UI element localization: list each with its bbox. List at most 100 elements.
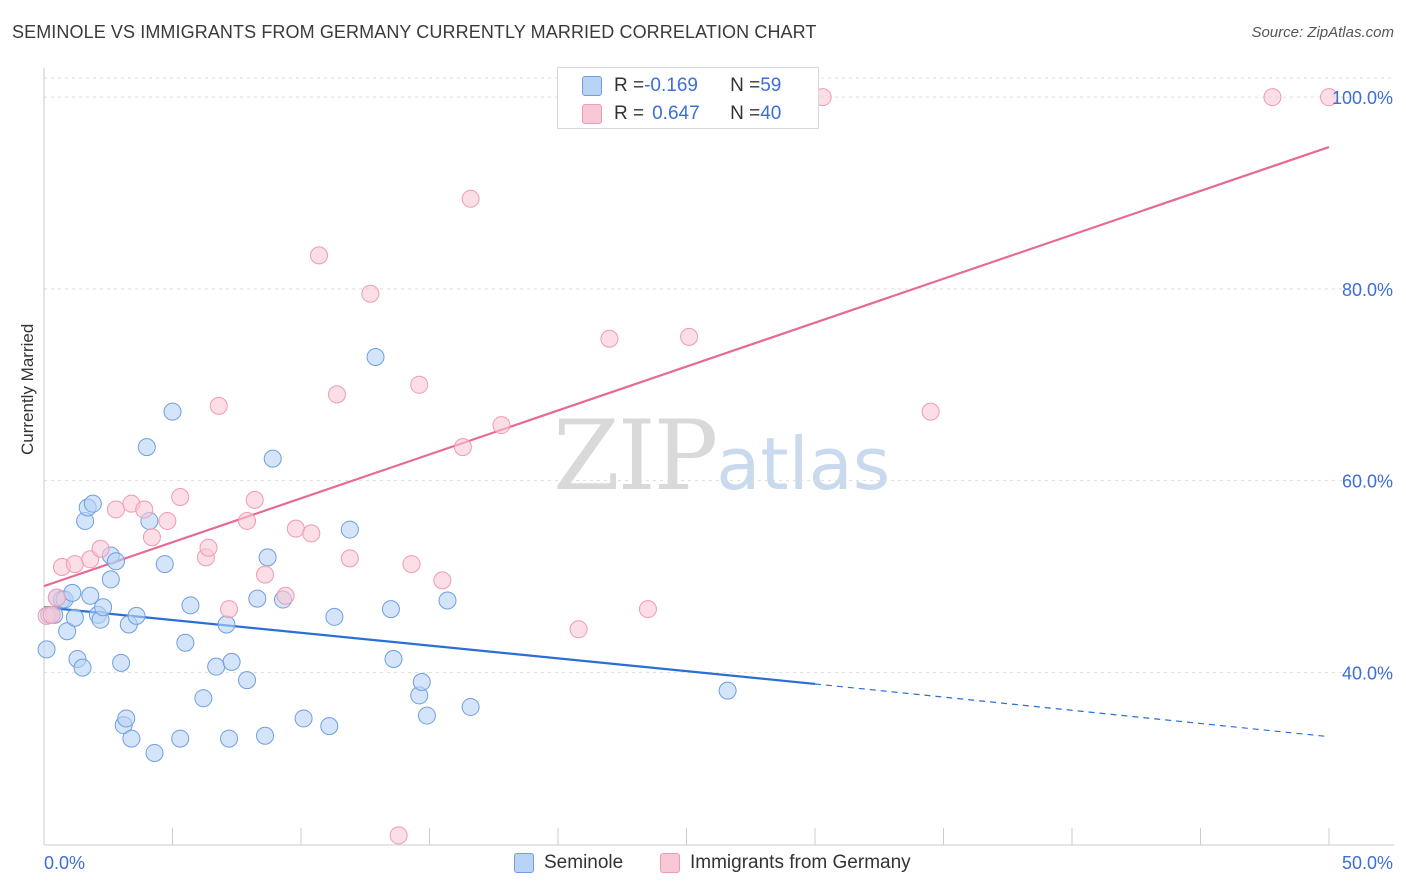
seminole-point [112, 653, 131, 672]
seminole-point [181, 596, 200, 615]
trend-lines [43, 145, 1330, 738]
watermark: ZIPatlas [553, 400, 890, 512]
germany-point [91, 539, 110, 558]
stats-row-seminole: R = -0.169 N = 59 [582, 72, 781, 100]
x-tick-label-max: 50.0% [1342, 853, 1393, 873]
gridlines [44, 77, 1394, 673]
axes [43, 68, 1394, 846]
seminole-point [384, 650, 403, 669]
germany-point [42, 605, 61, 624]
germany-r-value: 0.647 [652, 103, 700, 124]
seminole-point [718, 681, 737, 700]
seminole-point [263, 449, 282, 468]
germany-point [402, 555, 421, 574]
germany-point [340, 549, 359, 568]
seminole-trend-line [43, 606, 816, 686]
germany-point [461, 189, 480, 208]
y-tick-label: 60.0% [1342, 472, 1393, 492]
germany-point [276, 586, 295, 605]
seminole-point [461, 697, 480, 716]
y-tick-label: 40.0% [1342, 663, 1393, 683]
germany-point [433, 571, 452, 590]
germany-point [302, 524, 321, 543]
germany-point [171, 487, 190, 506]
germany-point [1320, 88, 1338, 107]
germany-point [569, 620, 588, 639]
seminole-point [417, 706, 436, 725]
germany-point [921, 402, 940, 421]
germany-point [680, 327, 699, 346]
seminole-point [94, 598, 113, 617]
germany-swatch [582, 104, 602, 124]
seminole-point [320, 717, 339, 736]
germany-r-label: R = [614, 103, 645, 124]
germany-n-value: 40 [760, 103, 782, 124]
germany-point [135, 500, 154, 519]
germany-point [65, 555, 84, 574]
germany-point [106, 500, 125, 519]
legend-item-germany[interactable]: Immigrants from Germany [660, 852, 911, 874]
germany-point [638, 600, 657, 619]
germany-point [309, 246, 328, 265]
germany-point [361, 284, 380, 303]
seminole-point [176, 633, 195, 652]
germany-point [256, 565, 275, 584]
seminole-point [248, 589, 267, 608]
seminole-point [258, 548, 277, 567]
germany-point [238, 511, 257, 530]
seminole-point [58, 622, 77, 641]
germany-point [209, 396, 228, 415]
seminole-swatch [582, 76, 602, 96]
x-tick-label-min: 0.0% [44, 853, 85, 873]
germany-point [142, 528, 161, 547]
germany-n-label: N = [730, 103, 761, 124]
germany-point [220, 600, 239, 619]
seminole-point [137, 438, 156, 457]
germany-trend-line [43, 145, 1330, 588]
seminole-point [83, 494, 102, 513]
legend-label-germany: Immigrants from Germany [690, 852, 911, 873]
seminole-point [207, 657, 226, 676]
seminole-trend-extension [814, 683, 1330, 738]
seminole-point [101, 570, 120, 589]
seminole-point [412, 673, 431, 692]
stats-legend: R = -0.169 N = 59 R = 0.647 N = 40 [557, 67, 819, 129]
stats-row-germany: R = 0.647 N = 40 [582, 100, 781, 128]
germany-point [389, 826, 408, 845]
chart-title: SEMINOLE VS IMMIGRANTS FROM GERMANY CURR… [12, 22, 817, 42]
seminole-point [381, 600, 400, 619]
y-tick-label: 80.0% [1342, 280, 1393, 300]
germany-point [453, 438, 472, 457]
seminole-point [117, 709, 136, 728]
seminole-point [256, 726, 275, 745]
seminole-r-value: -0.169 [644, 75, 698, 96]
y-tick-label: 100.0% [1332, 88, 1393, 108]
germany-point [47, 588, 66, 607]
legend-label-seminole: Seminole [544, 852, 624, 873]
seminole-point [171, 729, 190, 748]
germany-legend-swatch [660, 853, 680, 873]
watermark-zip: ZIP [553, 400, 718, 512]
seminole-legend-swatch [514, 853, 534, 873]
seminole-point [220, 729, 239, 748]
germany-point [1263, 88, 1282, 107]
seminole-n-value: 59 [760, 75, 782, 96]
seminole-point [73, 658, 92, 677]
seminole-point [366, 347, 385, 366]
source-credit: Source: ZipAtlas.com [1251, 24, 1394, 41]
seminole-point [81, 586, 100, 605]
germany-point [286, 519, 305, 538]
seminole-point [222, 652, 241, 671]
seminole-point [294, 709, 313, 728]
watermark-atlas: atlas [716, 422, 891, 506]
seminole-point [106, 552, 125, 571]
tick-labels: 40.0% 60.0% 80.0% 100.0% 0.0% 50.0% [44, 88, 1393, 873]
seminole-point [127, 606, 146, 625]
germany-point [158, 511, 177, 530]
seminole-point [217, 615, 236, 634]
bottom-legend: Seminole Immigrants from Germany [0, 852, 1406, 878]
legend-item-seminole[interactable]: Seminole [514, 852, 623, 874]
germany-point [199, 538, 218, 557]
y-axis-label: Currently Married [18, 323, 37, 455]
